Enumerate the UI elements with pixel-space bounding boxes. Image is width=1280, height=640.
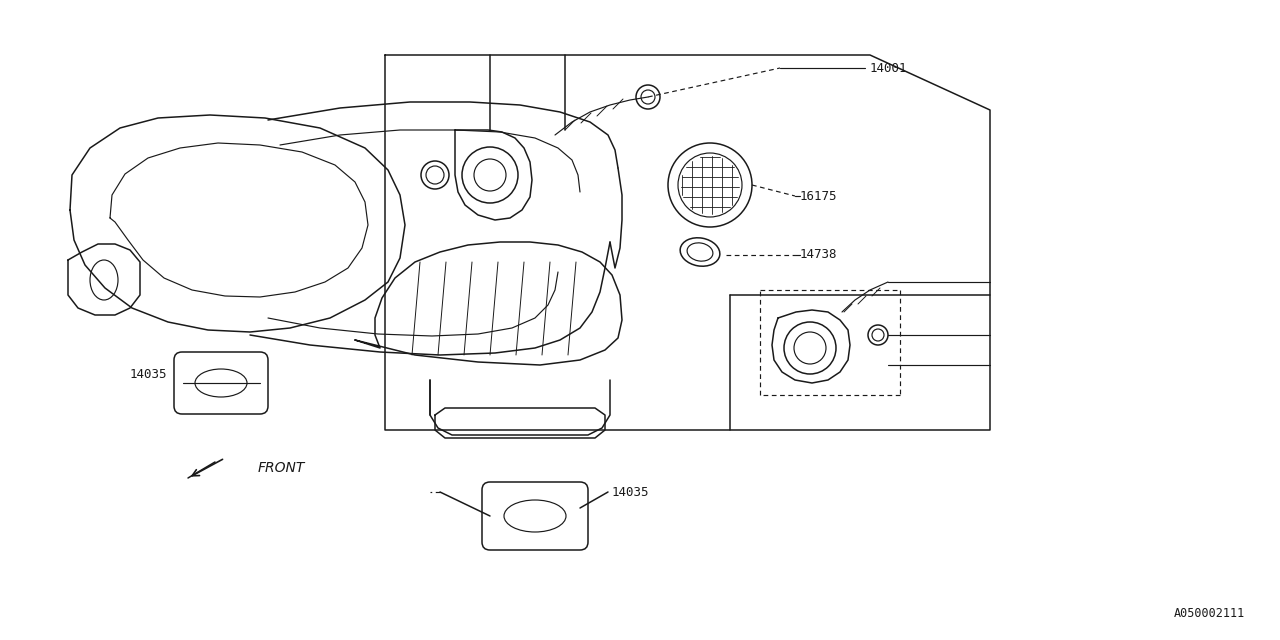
Text: A050002111: A050002111: [1174, 607, 1245, 620]
Text: 14035: 14035: [131, 369, 168, 381]
Text: 16175: 16175: [800, 189, 837, 202]
Text: 14001: 14001: [870, 61, 908, 74]
Text: 14738: 14738: [800, 248, 837, 262]
Text: 14035: 14035: [612, 486, 649, 499]
Text: FRONT: FRONT: [259, 461, 306, 475]
